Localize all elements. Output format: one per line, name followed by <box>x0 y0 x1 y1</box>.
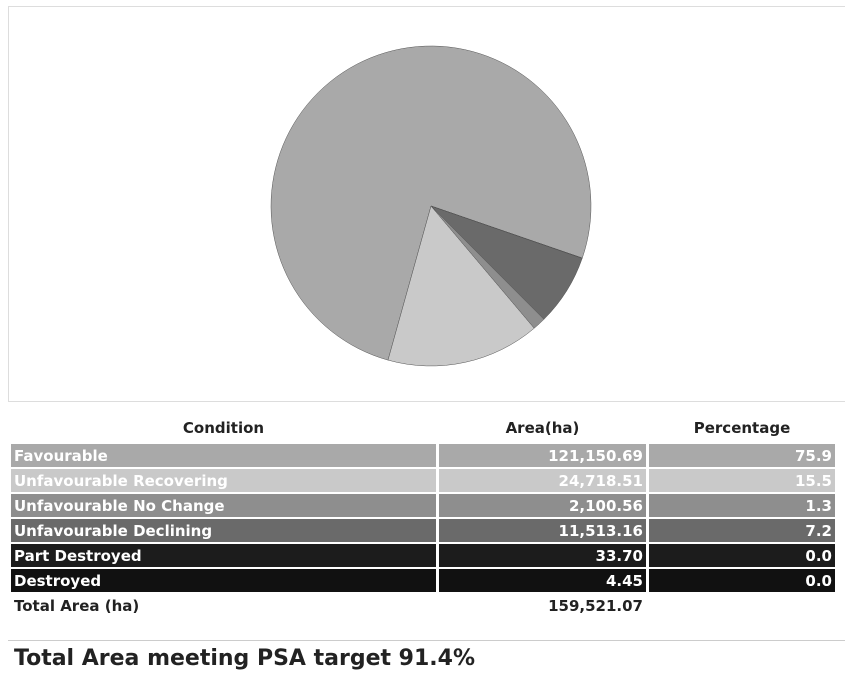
divider <box>8 640 845 641</box>
condition-table: Condition Area(ha) Percentage Favourable… <box>8 412 838 619</box>
table-cell: 159,521.07 <box>439 594 646 617</box>
footer-text: Total Area meeting PSA target 91.4% <box>14 646 475 671</box>
header: Area(ha) <box>505 419 580 437</box>
table-cell: Favourable <box>11 444 436 467</box>
pie-panel <box>8 6 845 402</box>
table-row: Part Destroyed 33.70 0.0 <box>11 544 835 567</box>
table-row: Unfavourable Recovering 24,718.51 15.5 <box>11 469 835 492</box>
table-cell: Part Destroyed <box>11 544 436 567</box>
table-row: Favourable 121,150.69 75.9 <box>11 444 835 467</box>
header: Condition <box>182 419 265 437</box>
header-row: Condition Area(ha) Percentage <box>11 414 835 442</box>
pie-chart <box>270 45 592 367</box>
table-row: Unfavourable Declining 11,513.16 7.2 <box>11 519 835 542</box>
table-cell: 33.70 <box>439 544 646 567</box>
pie-slice <box>387 205 535 367</box>
table-cell: Unfavourable Declining <box>11 519 436 542</box>
table-cell: 11,513.16 <box>439 519 646 542</box>
table-cell: Total Area (ha) <box>11 594 436 617</box>
table-cell: 0.0 <box>649 569 835 592</box>
header: Percentage <box>693 419 791 437</box>
table-cell: 0.0 <box>649 544 835 567</box>
table-cell: 75.9 <box>649 444 835 467</box>
table-cell: Destroyed <box>11 569 436 592</box>
table-cell: 15.5 <box>649 469 835 492</box>
table-cell: 121,150.69 <box>439 444 646 467</box>
table-cell: 1.3 <box>649 494 835 517</box>
table-cell: 4.45 <box>439 569 646 592</box>
table-cell: Unfavourable No Change <box>11 494 436 517</box>
total-row: Total Area (ha) 159,521.07 <box>11 594 835 617</box>
pie-slice <box>270 45 592 361</box>
table-cell: Unfavourable Recovering <box>11 469 436 492</box>
table-row: Unfavourable No Change 2,100.56 1.3 <box>11 494 835 517</box>
table-cell: 24,718.51 <box>439 469 646 492</box>
table-cell: 7.2 <box>649 519 835 542</box>
pie-slice <box>430 205 583 259</box>
table-cell: 2,100.56 <box>439 494 646 517</box>
table-row: Destroyed 4.45 0.0 <box>11 569 835 592</box>
